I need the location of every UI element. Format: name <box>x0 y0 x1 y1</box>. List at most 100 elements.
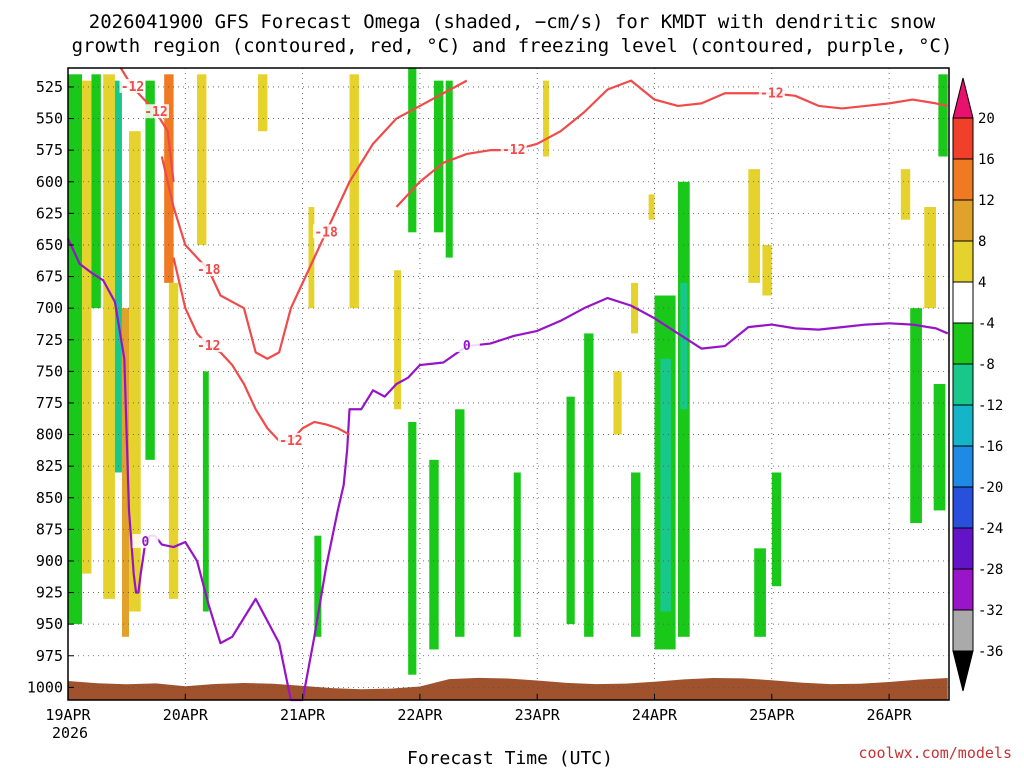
shading-band-11 <box>202 371 209 612</box>
shading-band-16 <box>394 270 402 410</box>
shading-band-20 <box>433 80 444 233</box>
contour-label-bg-3-1 <box>313 224 340 239</box>
x-tick-label-0: 19APR <box>45 706 91 724</box>
contour-label-1-0: -12 <box>121 80 144 95</box>
y-tick-label-10: 775 <box>36 394 63 412</box>
colorbar-bottom-arrow <box>952 650 974 692</box>
contour-line-2 <box>395 79 948 208</box>
shading-band-17 <box>408 68 417 233</box>
colorbar-box-6 <box>952 363 974 406</box>
contour-label-3-0: -18 <box>197 263 221 278</box>
contour-label-4-1: -12 <box>279 434 302 449</box>
contour-labels: 00-12-12-12-12-18-18-12-12 <box>119 78 785 550</box>
shading-band-43 <box>938 74 948 157</box>
y-tick-label-13: 850 <box>36 489 63 507</box>
colorbar-label-5: -4 <box>978 316 995 332</box>
y-tick-label-4: 625 <box>36 204 63 222</box>
shading-band-41 <box>924 207 937 309</box>
y-tick-label-15: 900 <box>36 552 63 570</box>
shading-band-14 <box>314 535 322 637</box>
colorbar-label-13: -36 <box>978 644 1003 660</box>
colorbar-label-4: 4 <box>978 275 986 291</box>
contour-label-bg-2-1 <box>758 85 785 100</box>
shading-band-6 <box>128 131 141 612</box>
shading-band-24 <box>543 80 549 157</box>
x-tick-label-7: 26APR <box>867 706 913 724</box>
y-tick-label-18: 975 <box>36 647 63 665</box>
shading-band-7 <box>145 80 155 460</box>
chart-title-line-2: growth region (contoured, red, °C) and f… <box>72 35 953 57</box>
shading-band-10 <box>197 74 207 245</box>
shading-band-37 <box>762 244 772 296</box>
colorbar: 20 16 12 8 4 -4 -8 -12 -16 -20 -24 -28 -32 -36 <box>952 77 1003 692</box>
contour-label-2-0: -12 <box>502 143 525 158</box>
colorbar-label-8: -16 <box>978 439 1003 455</box>
shading-band-36 <box>754 548 766 637</box>
shading-band-27 <box>613 371 622 435</box>
contour-label-bg-1-1 <box>142 104 169 119</box>
shading-band-38 <box>771 472 782 587</box>
shading-band-18 <box>408 421 417 675</box>
x-tick-label-2: 21APR <box>280 706 326 724</box>
shading-band-13 <box>308 207 315 309</box>
y-tick-label-9: 750 <box>36 362 63 380</box>
shading-band-25 <box>566 396 575 625</box>
omega-shading <box>68 68 948 675</box>
shading-band-8 <box>164 74 174 283</box>
colorbar-box-4 <box>952 281 974 324</box>
shading-band-19 <box>429 459 439 650</box>
shading-band-9 <box>168 282 179 599</box>
colorbar-label-10: -24 <box>978 521 1003 537</box>
shading-band-3 <box>103 74 115 599</box>
x-tick-label-1: 20APR <box>163 706 209 724</box>
x-tick-label-3: 22APR <box>397 706 443 724</box>
colorbar-box-7 <box>952 404 974 447</box>
shading-band-34 <box>680 282 688 410</box>
shading-band-0 <box>68 74 83 625</box>
shading-band-22 <box>455 409 465 637</box>
contour-label-0-0: 0 <box>142 535 150 550</box>
colorbar-box-5 <box>952 322 974 365</box>
colorbar-box-0 <box>952 117 974 160</box>
contour-line-3 <box>160 79 468 360</box>
contour-label-bg-1-0 <box>119 78 146 93</box>
shading-band-29 <box>631 472 641 637</box>
y-tick-label-8: 725 <box>36 331 63 349</box>
credit-text: coolwx.com/models <box>858 744 1012 762</box>
y-tick-label-12: 825 <box>36 457 63 475</box>
contour-label-bg-0-0 <box>132 534 159 548</box>
colorbar-label-7: -12 <box>978 398 1003 414</box>
contour-label-2-1: -12 <box>760 86 783 101</box>
y-axis-ticks: 525 550 575 600 625 650 675 700 725 750 775 800 825 8… <box>27 78 74 696</box>
shading-band-23 <box>513 472 521 637</box>
shading-band-26 <box>584 333 594 637</box>
shading-band-40 <box>910 308 922 524</box>
contour-label-1-1: -12 <box>144 105 167 120</box>
shading-band-30 <box>648 194 655 220</box>
contour-label-bg-0-1 <box>453 338 480 353</box>
y-tick-label-1: 550 <box>36 110 63 128</box>
y-tick-label-14: 875 <box>36 520 63 538</box>
contour-label-4-0: -12 <box>197 339 220 354</box>
x-year-label: 2026 <box>52 724 88 742</box>
colorbar-box-11 <box>952 568 974 611</box>
contour-label-0-1: 0 <box>463 339 471 354</box>
colorbar-label-3: 8 <box>978 234 986 250</box>
y-tick-label-11: 800 <box>36 426 63 444</box>
shading-band-21 <box>445 80 453 258</box>
shading-band-15 <box>349 74 359 309</box>
contour-lines <box>67 67 949 702</box>
ground-terrain <box>68 677 948 700</box>
colorbar-box-3 <box>952 240 974 283</box>
y-tick-label-7: 700 <box>36 299 63 317</box>
colorbar-box-10 <box>952 527 974 570</box>
shading-band-12 <box>258 74 268 132</box>
colorbar-label-6: -8 <box>978 357 995 373</box>
colorbar-box-2 <box>952 199 974 242</box>
shading-band-35 <box>748 169 761 283</box>
y-tick-label-3: 600 <box>36 173 63 191</box>
shading-band-32 <box>660 358 671 612</box>
plot-frame <box>67 67 950 701</box>
colorbar-top-arrow <box>952 77 974 119</box>
